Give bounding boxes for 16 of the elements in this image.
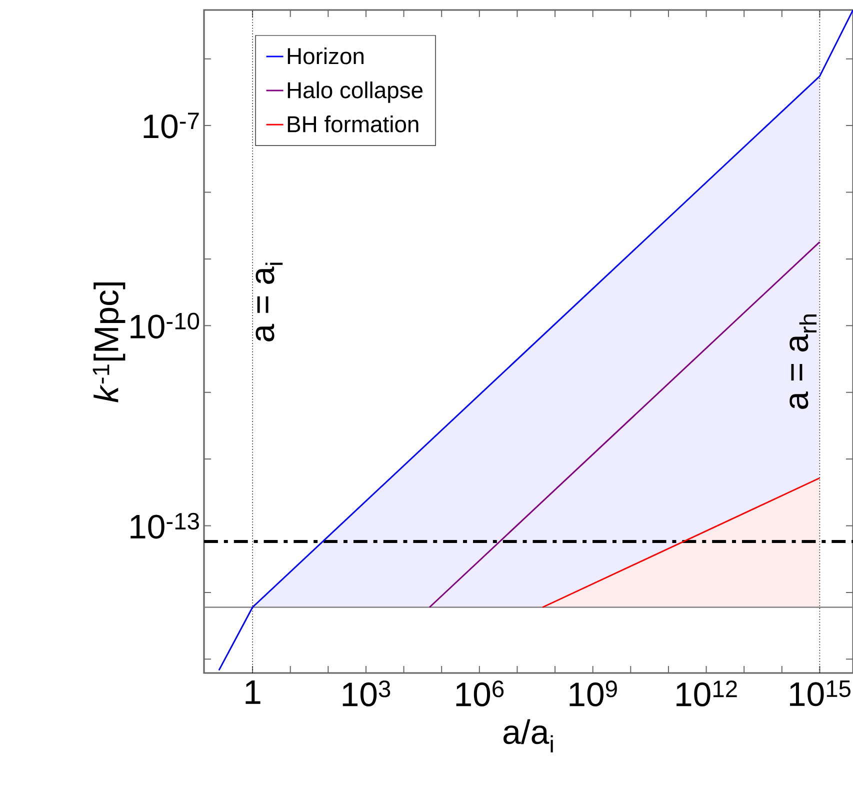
x-tick-label: 10$^{9}$ [570,680,617,706]
y-tick-label: 10$^{-13}$ [130,512,199,539]
legend-label: Horizon [288,47,364,64]
y-tick-label: 10$^{-10}$ [130,312,200,339]
x-tick-label: 10$^{12}$ [676,680,737,706]
ref-line-label: a = a$_{i}$ [256,262,283,342]
y-axis-title: k$^{-1}$[Mpc] [92,282,126,402]
x-tick-label: 1 [246,680,260,704]
x-tick-label: 10$^{15}$ [790,680,850,706]
y-tick-label: 10$^{-7}$ [144,112,199,138]
ref-line-label: a = a$_{rh}$ [790,314,817,409]
x-tick-label: 10$^{3}$ [342,680,390,706]
x-tick-label: 10$^{6}$ [456,680,504,706]
legend-label: BH formation [288,116,418,132]
x-axis-title: a/a$_{i}$ [504,719,553,752]
legend-label: Halo collapse [288,81,423,103]
